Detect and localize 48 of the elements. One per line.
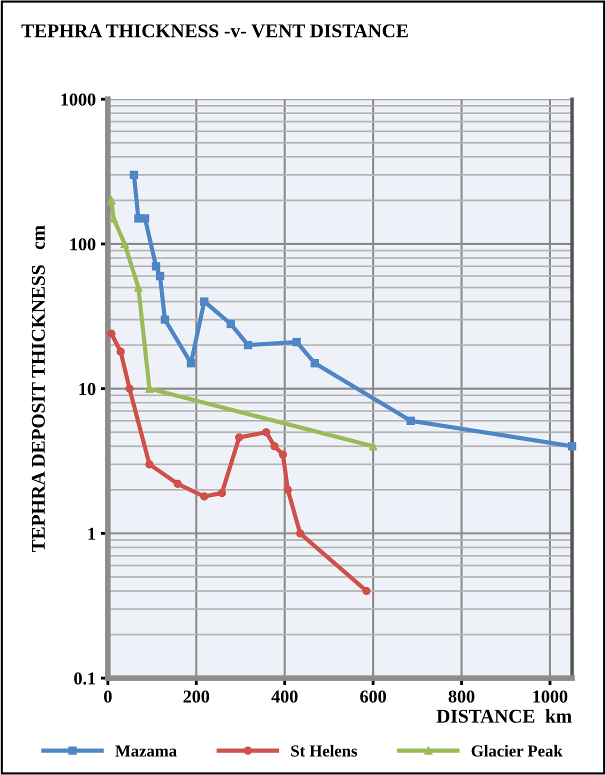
point [568,442,576,450]
point [107,329,116,338]
point [160,315,170,324]
point [186,359,196,368]
y-tick-label: 1 [88,528,96,540]
legend-label: Glacier Peak [472,744,563,757]
point [116,348,125,356]
point [130,170,138,180]
point [120,240,129,248]
point [174,480,182,488]
point [156,272,164,280]
point [292,338,301,346]
y-tick-label: 10 [79,382,96,396]
x-tick-label: 1000 [533,690,568,703]
x-tick-label: 400 [271,690,298,703]
point [284,486,292,494]
point [226,320,235,328]
x-tick-label: 600 [360,690,386,703]
point [278,450,288,459]
y-axis-title: TEPHRA DEPOSIT THICKNESS cm [32,225,45,552]
point [218,488,226,498]
y-tick-label: 100 [70,238,96,250]
x-tick-label: 200 [184,690,210,703]
point [200,492,208,501]
x-tick-label: 800 [448,690,474,703]
point [145,460,154,469]
point [310,359,319,368]
point [125,384,134,393]
legend-label: St Helens [291,744,358,757]
y-tick-label: 0.1 [74,672,96,685]
point [270,442,279,450]
x-axis-title: DISTANCE km [436,709,572,723]
point [406,416,415,425]
point [140,214,150,223]
point [296,529,304,538]
x-tick-label: 0 [104,690,112,703]
point [262,428,270,436]
line-series [107,196,378,450]
point [235,433,244,442]
point [152,262,160,271]
point [368,442,378,450]
legend-label: Mazama [115,746,177,757]
point [107,196,116,205]
point [362,586,371,596]
chart-title: TEPHRA THICKNESS -v- VENT DISTANCE [22,24,408,38]
point [244,340,252,350]
point [200,297,208,306]
y-tick-label: 1000 [61,93,96,106]
